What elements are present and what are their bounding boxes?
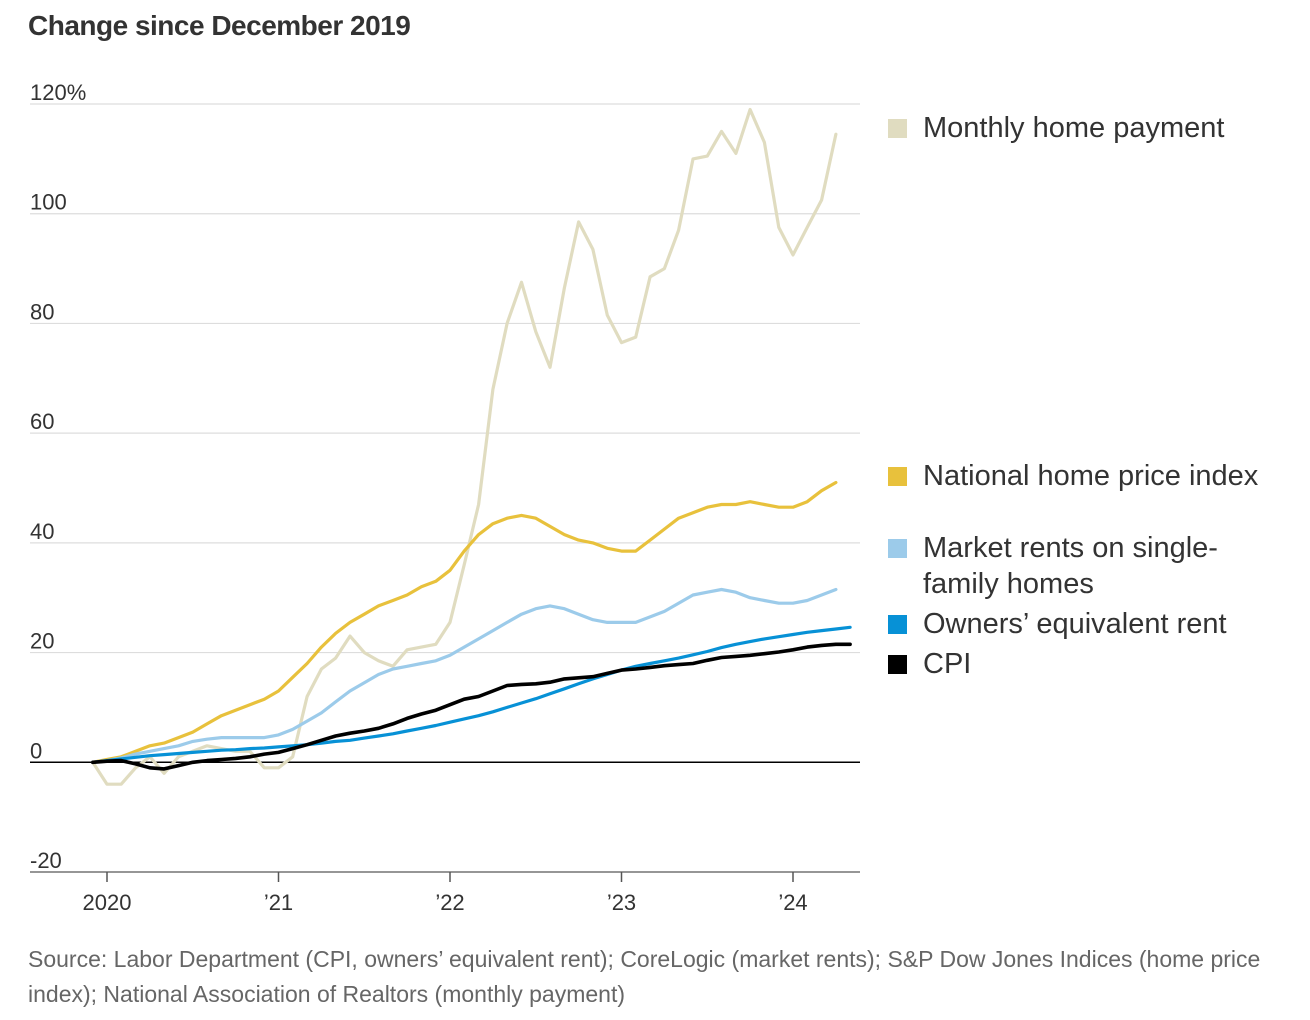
x-axis: 2020 ’21 ’22 ’23 ’24 [30,871,860,915]
series-line-national-home-price-index [91,480,838,764]
legend-swatch-market-rents [888,539,907,558]
x-tick-label: 2020 [83,890,132,915]
y-tick-label: -20 [30,848,62,873]
y-tick-label: 120% [30,80,86,105]
chart-title: Change since December 2019 [28,10,411,41]
y-tick-label: 40 [30,519,54,544]
y-tick-label: 0 [30,738,42,763]
y-tick-label: 80 [30,299,54,324]
legend-item-market-rents: Market rents on single-family homes [888,530,1253,602]
series-line-market-rents-on-single-family-homes [91,587,838,764]
legend-label: Market rents on single-family homes [923,532,1218,600]
series-line-owners-equivalent-rent [91,625,852,764]
series-line-cpi [91,642,852,771]
legend-label: Owners’ equivalent rent [923,608,1227,640]
x-tick-label: ’24 [778,890,807,915]
y-axis-ticks: 120% 100 80 60 40 20 0 -20 [30,80,86,873]
y-tick-label: 100 [30,190,67,215]
legend-label: CPI [923,648,972,680]
x-tick-label: ’21 [264,890,293,915]
legend-label: National home price index [923,460,1259,492]
source-note: Source: Labor Department (CPI, owners’ e… [28,946,1261,1007]
y-tick-label: 60 [30,409,54,434]
series-lines [91,107,852,786]
x-tick-label: ’23 [607,890,636,915]
legend-swatch-national-home-price-index [888,467,907,486]
legend-swatch-cpi [888,655,907,674]
legend-swatch-owners-equivalent-rent [888,615,907,634]
legend-item-national-home-price-index: National home price index [888,458,1293,494]
x-tick-label: ’22 [435,890,464,915]
legend-item-owners-equivalent-rent: Owners’ equivalent rent [888,606,1293,642]
legend-label: Monthly home payment [923,112,1225,144]
y-tick-label: 20 [30,629,54,654]
legend-swatch-monthly-home-payment [888,119,907,138]
series-line-monthly-home-payment [91,107,838,786]
legend-item-cpi: CPI [888,646,1293,682]
legend-item-monthly-home-payment: Monthly home payment [888,110,1293,146]
